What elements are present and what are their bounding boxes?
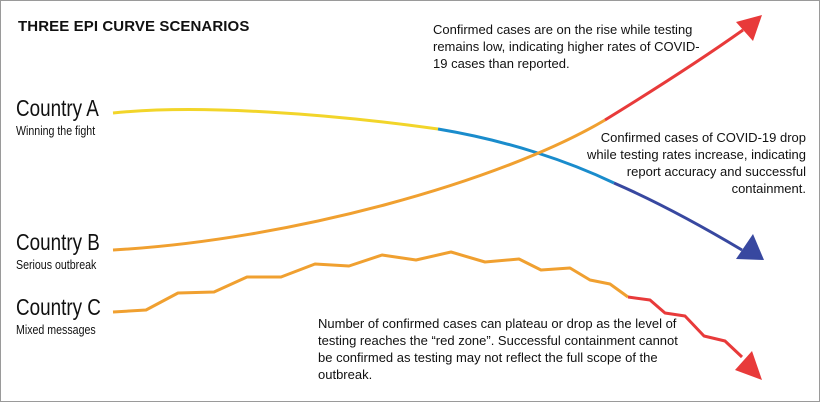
curve-b-red-segment	[604, 28, 744, 122]
note-rising-cases: Confirmed cases are on the rise while te…	[433, 22, 700, 71]
country-c-subtitle: Mixed messages	[16, 323, 96, 337]
country-c-name: Country C	[16, 294, 101, 320]
note-plateau-cases: Number of confirmed cases can plateau or…	[318, 316, 678, 382]
curve-c-red-segment	[627, 295, 744, 359]
country-a-label: Country A Winning the fight	[16, 95, 117, 139]
curve-c-orange-segment	[112, 250, 629, 314]
diagram-title: THREE EPI CURVE SCENARIOS	[18, 18, 250, 35]
country-b-label: Country B Serious outbreak	[16, 229, 118, 273]
country-c-label: Country C Mixed messages	[16, 294, 120, 338]
country-a-name: Country A	[16, 95, 99, 121]
country-b-name: Country B	[16, 229, 100, 255]
curve-a-navy-segment	[613, 181, 743, 252]
curve-a-arrowhead	[736, 234, 764, 260]
curve-a-yellow-segment	[112, 108, 439, 131]
curve-b-orange-segment	[112, 118, 606, 252]
curve-b-arrowhead	[736, 15, 762, 41]
note-dropping-cases: Confirmed cases of COVID-19 drop while t…	[587, 130, 806, 196]
curve-c-arrowhead	[735, 351, 762, 380]
country-b-subtitle: Serious outbreak	[16, 258, 97, 272]
country-a-subtitle: Winning the fight	[16, 124, 96, 138]
